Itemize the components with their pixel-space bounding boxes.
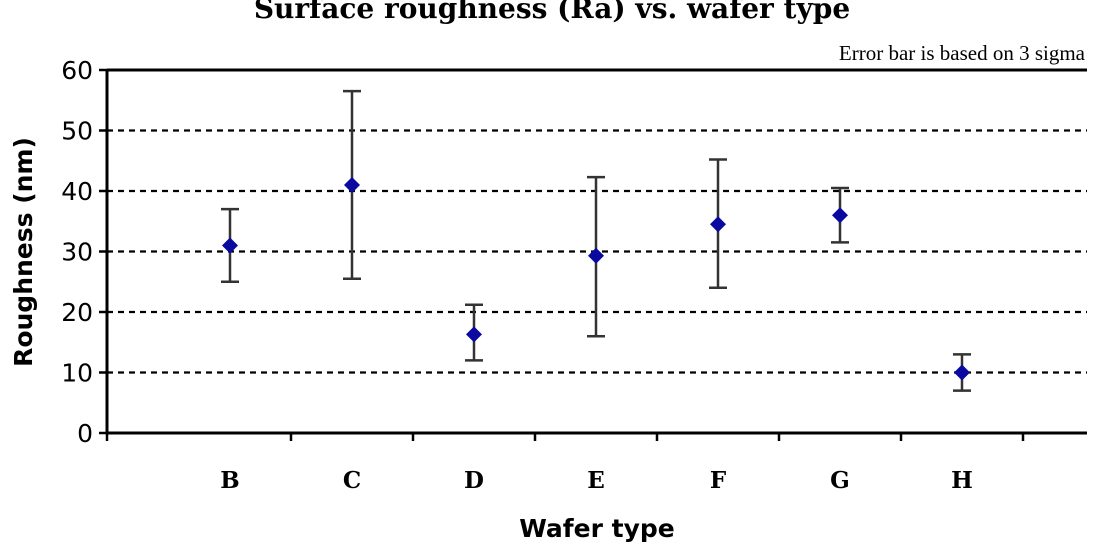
y-tick-label: 20 [61,298,93,327]
y-tick-label: 60 [61,56,93,85]
x-tick-label: B [220,467,239,494]
x-tick-label: F [710,467,727,494]
data-point [344,176,360,193]
y-tick-label: 10 [61,359,93,388]
y-tick-label: 40 [61,177,93,206]
x-axis-label: Wafer type [519,514,675,543]
error-bars [221,89,971,392]
chart-title: Surface roughness (Ra) vs. wafer type [254,0,850,25]
y-axis-label: Roughness (nm) [9,137,38,367]
x-tick-label: H [951,467,973,494]
data-point [222,237,238,254]
data-point [466,326,482,343]
y-tick-label: 0 [77,419,93,448]
data-point [954,364,970,381]
y-tick-label: 50 [61,117,93,146]
x-tick-label: C [343,467,361,494]
x-tick-label: G [830,467,850,494]
y-tick-labels: 0 10 20 30 40 50 60 [61,56,93,448]
data-point [710,216,726,233]
axes [99,68,1087,441]
data-points [222,176,970,381]
data-point [832,207,848,224]
error-bar-note: Error bar is based on 3 sigma [839,41,1086,65]
data-point [588,247,604,264]
x-tick-label: E [587,467,605,494]
y-tick-label: 30 [61,238,93,267]
x-tick-label: D [464,467,484,494]
x-tick-labels: B C D E F G H [220,467,973,494]
